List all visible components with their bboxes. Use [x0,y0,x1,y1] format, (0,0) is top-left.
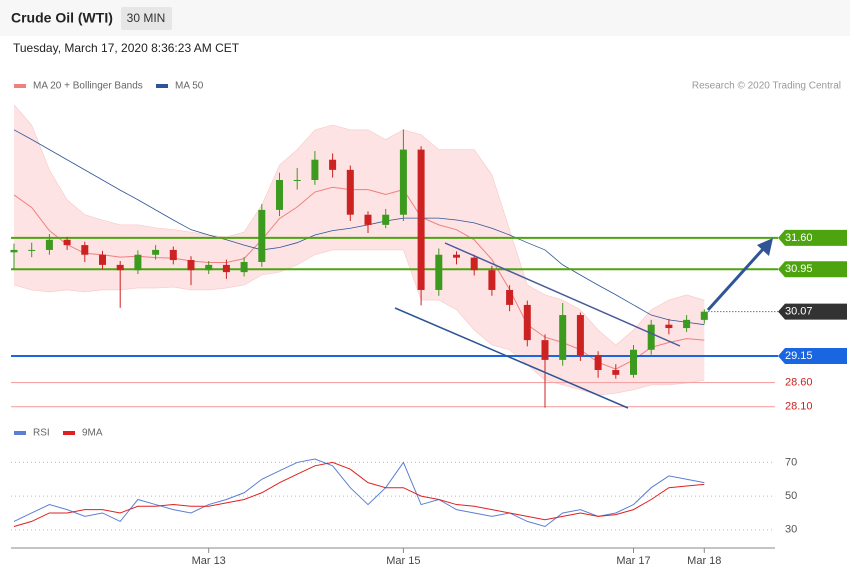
candle-body [45,239,53,250]
candle-body [134,254,142,271]
legend-label: MA 20 + Bollinger Bands [33,81,143,92]
bollinger-band [14,104,705,396]
last-price-label: 30.07 [785,306,813,318]
y-tick-label: 70 [785,456,797,468]
candle-body [417,149,425,290]
candle-body [99,254,106,265]
candle-body [647,324,655,350]
candle-body [559,315,567,360]
forecast-arrow [706,246,766,312]
candle-body [28,249,36,251]
band-lower [13,249,705,396]
level-label: 28.10 [785,401,813,413]
candle-body [612,370,620,375]
level-label: 28.60 [785,376,813,388]
title: Crude Oil (WTI) [11,10,113,26]
price-panel: 31.60 30.95 29.15 28.60 28.10 30.07 [10,104,847,413]
candle-body [10,249,18,253]
last-price-box [778,303,847,320]
candle-body [152,249,160,255]
timeframe: 30 MIN [127,11,166,25]
candle-body [240,261,248,273]
candle-body [594,355,602,371]
x-tick-label: Mar 13 [192,555,226,567]
candle-body [205,264,213,271]
legend-label: 9MA [82,428,103,439]
candle-body [470,257,478,271]
band-upper [13,104,705,346]
level-label: 31.60 [785,232,813,244]
candle-body [63,239,71,246]
level-box [778,229,847,246]
x-tick-label: Mar 15 [386,555,420,567]
ma50-line [13,129,705,326]
candle-body [329,159,337,170]
level-label: 30.95 [785,263,813,275]
candle-body [399,149,407,215]
y-tick-label: 30 [785,524,797,536]
candle-body [364,214,372,225]
rsi-line [13,461,705,527]
legend-swatch [156,84,168,88]
candle-body [293,179,301,181]
x-tick-label: Mar 18 [687,555,721,567]
candle-body [81,245,89,255]
legend-label: RSI [33,428,50,439]
candle-body [311,159,319,180]
candle-body [700,311,708,320]
candle-body [116,264,124,271]
candle-body [453,254,460,258]
timeframe-box [121,7,172,30]
x-tick-label: Mar 17 [616,555,650,567]
candle-body [187,260,195,271]
candle-body [488,270,496,290]
legend-swatch [63,431,75,435]
level-label: 29.15 [785,350,813,362]
trend-line [394,307,629,409]
arrow-head [757,238,773,256]
level-box [778,261,847,278]
rsi-line [13,458,705,528]
candle-body [346,169,354,215]
level-box [778,348,847,365]
candle-body [435,254,443,290]
candle-body [576,315,584,356]
candle-body [523,304,531,341]
legend-swatch [14,84,26,88]
candle-body [276,179,283,210]
candle-body [169,249,177,261]
candle-body [683,319,691,329]
candle-body [258,209,266,262]
legend-label: MA 50 [175,81,204,92]
candle-body [506,289,514,305]
candle-body [630,349,637,375]
candle-body [222,264,230,273]
y-tick-label: 50 [785,490,797,502]
candle-body [382,214,390,225]
candle-body [665,324,673,329]
timestamp: Tuesday, March 17, 2020 8:36:23 AM CET [13,41,240,55]
legend-swatch [14,431,26,435]
credit: Research © 2020 Trading Central [692,81,841,92]
candle-body [541,340,549,360]
trend-line [444,242,681,347]
rsi-panel: 30 50 70 Mar 13 Mar 15 Mar 17 Mar 18 [11,456,797,567]
